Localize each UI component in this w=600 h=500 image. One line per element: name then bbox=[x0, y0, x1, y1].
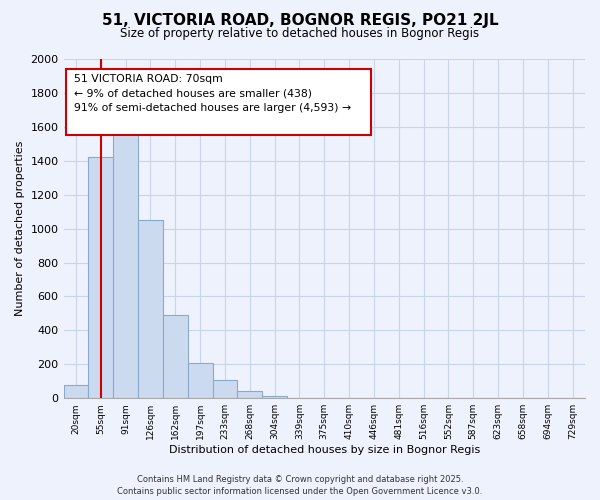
Text: 51, VICTORIA ROAD, BOGNOR REGIS, PO21 2JL: 51, VICTORIA ROAD, BOGNOR REGIS, PO21 2J… bbox=[101, 12, 499, 28]
Bar bbox=[88, 158, 113, 398]
Y-axis label: Number of detached properties: Number of detached properties bbox=[15, 141, 25, 316]
Text: Size of property relative to detached houses in Bognor Regis: Size of property relative to detached ho… bbox=[121, 28, 479, 40]
Bar bbox=[138, 220, 163, 398]
Bar bbox=[238, 392, 262, 398]
FancyBboxPatch shape bbox=[66, 69, 371, 136]
Bar bbox=[188, 364, 212, 398]
Bar bbox=[64, 384, 88, 398]
Text: 51 VICTORIA ROAD: 70sqm
← 9% of detached houses are smaller (438)
91% of semi-de: 51 VICTORIA ROAD: 70sqm ← 9% of detached… bbox=[74, 74, 351, 113]
Bar bbox=[212, 380, 238, 398]
Bar bbox=[113, 124, 138, 398]
X-axis label: Distribution of detached houses by size in Bognor Regis: Distribution of detached houses by size … bbox=[169, 445, 480, 455]
Bar bbox=[262, 396, 287, 398]
Text: Contains HM Land Registry data © Crown copyright and database right 2025.
Contai: Contains HM Land Registry data © Crown c… bbox=[118, 474, 482, 496]
Bar bbox=[163, 315, 188, 398]
